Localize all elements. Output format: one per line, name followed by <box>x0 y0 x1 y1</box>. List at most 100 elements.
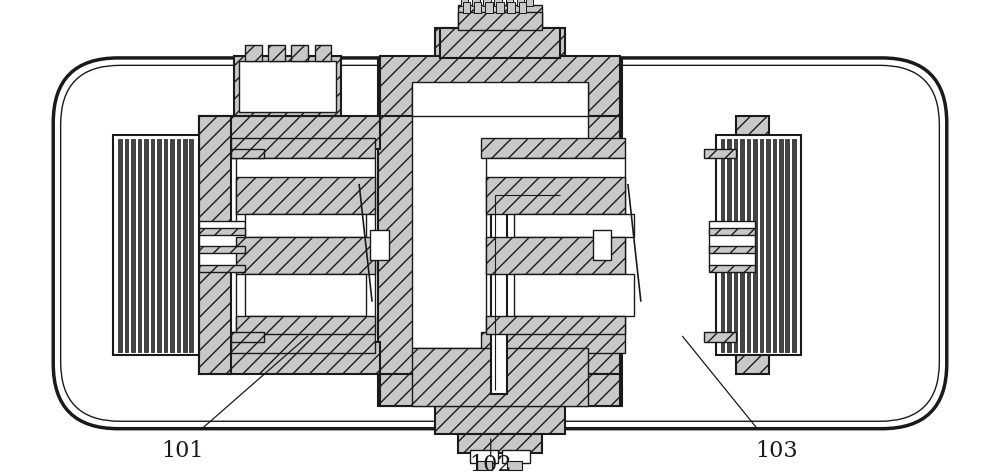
Bar <box>118 139 122 352</box>
Bar <box>231 149 264 159</box>
Bar <box>412 348 588 407</box>
Bar <box>491 191 507 395</box>
Bar <box>494 0 502 7</box>
Bar <box>792 139 796 352</box>
Bar <box>506 0 513 7</box>
Bar <box>440 342 620 374</box>
Bar <box>231 333 375 353</box>
Bar <box>199 117 231 374</box>
Bar <box>779 139 783 352</box>
Bar <box>151 139 154 352</box>
Bar <box>463 3 470 14</box>
Bar <box>485 3 493 14</box>
Text: 101: 101 <box>162 439 204 461</box>
Bar <box>753 139 757 352</box>
Bar <box>236 177 375 214</box>
Bar <box>747 139 750 352</box>
Bar <box>138 139 141 352</box>
Bar <box>412 83 588 117</box>
Bar <box>458 434 542 453</box>
Bar <box>709 228 755 236</box>
Bar <box>470 450 498 463</box>
Bar <box>483 0 491 7</box>
Bar <box>435 29 565 59</box>
Bar <box>474 3 481 14</box>
Bar <box>177 139 180 352</box>
Bar <box>507 3 515 14</box>
Bar <box>514 214 634 238</box>
Bar <box>477 461 492 470</box>
Bar <box>486 316 625 335</box>
Bar <box>709 265 755 272</box>
Bar <box>773 139 776 352</box>
Bar <box>709 222 755 268</box>
Bar <box>472 0 480 7</box>
Bar <box>245 46 262 61</box>
Bar <box>486 238 625 274</box>
Bar <box>740 139 744 352</box>
Text: 103: 103 <box>755 439 798 461</box>
Bar <box>378 59 622 407</box>
Bar <box>199 222 245 268</box>
Text: 102: 102 <box>469 453 512 475</box>
Bar <box>236 238 375 274</box>
Bar <box>435 407 565 434</box>
Bar <box>144 139 148 352</box>
Bar <box>231 139 375 159</box>
Bar <box>170 139 174 352</box>
Bar <box>125 139 128 352</box>
Bar <box>709 247 755 254</box>
Bar <box>370 231 389 260</box>
Bar <box>199 117 380 149</box>
Bar <box>164 139 167 352</box>
Bar <box>716 136 801 356</box>
Bar <box>315 46 331 61</box>
Bar <box>380 57 620 117</box>
Bar <box>268 46 285 61</box>
Bar <box>199 247 245 254</box>
Bar <box>239 61 336 112</box>
Bar <box>113 136 199 356</box>
Bar <box>704 333 736 342</box>
Bar <box>461 0 468 7</box>
Bar <box>458 12 542 31</box>
Bar <box>234 57 341 117</box>
Bar <box>440 29 560 59</box>
Bar <box>199 228 245 236</box>
Bar <box>481 139 625 159</box>
Bar <box>199 265 245 272</box>
Bar <box>491 191 565 208</box>
Bar <box>481 333 625 353</box>
Bar <box>458 6 542 31</box>
Bar <box>236 159 375 333</box>
Bar <box>507 461 522 470</box>
Bar <box>183 139 187 352</box>
Bar <box>496 3 504 14</box>
Bar <box>766 139 770 352</box>
Bar <box>291 46 308 61</box>
Bar <box>245 214 366 238</box>
Bar <box>236 316 375 335</box>
Bar <box>734 139 737 352</box>
Bar <box>245 274 366 316</box>
Bar <box>517 0 524 7</box>
Bar <box>704 149 736 159</box>
Bar <box>157 139 161 352</box>
Bar <box>727 139 731 352</box>
Bar <box>526 0 533 7</box>
Bar <box>231 333 264 342</box>
Bar <box>736 117 769 374</box>
Bar <box>519 3 526 14</box>
Bar <box>486 177 625 214</box>
Bar <box>593 231 611 260</box>
Bar <box>380 374 620 407</box>
Bar <box>131 139 135 352</box>
Bar <box>486 159 625 333</box>
Bar <box>189 139 193 352</box>
Bar <box>785 139 789 352</box>
Bar <box>721 139 724 352</box>
Bar <box>412 85 588 348</box>
Bar <box>502 450 530 463</box>
Bar <box>440 117 620 149</box>
Bar <box>514 274 634 316</box>
